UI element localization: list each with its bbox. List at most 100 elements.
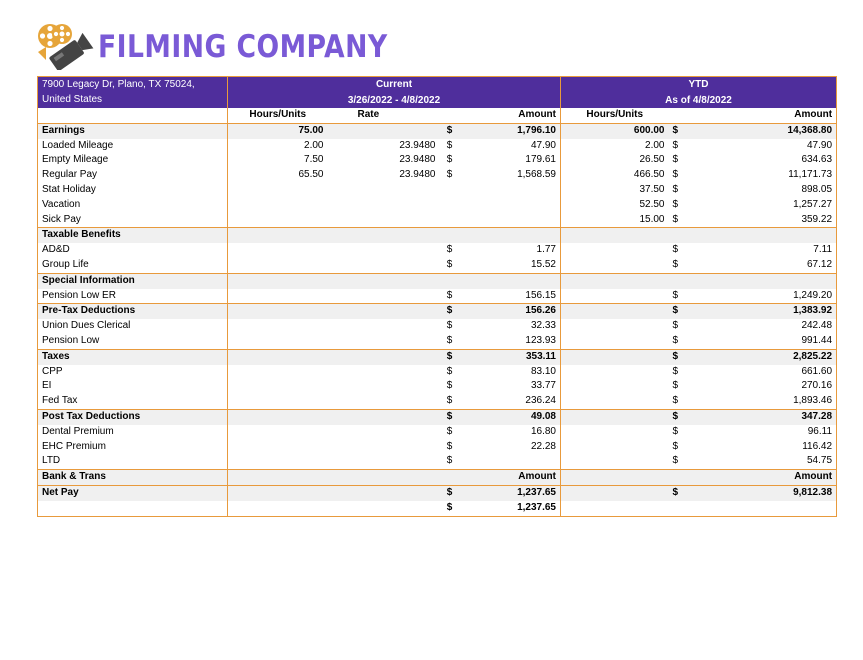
rate-cell — [327, 303, 440, 320]
ytd-amount-cell — [690, 272, 837, 289]
ytd-hours-cell: 2.00 — [560, 138, 669, 154]
ytd-amount-cell: 67.12 — [807, 258, 833, 270]
current-amount-cell: 47.90 — [530, 139, 556, 151]
ytd-amount-cell: 54.75 — [807, 455, 833, 467]
row-label: Pension Low — [42, 334, 100, 346]
ytd-hours-cell: 15.00 — [560, 212, 669, 228]
current-amount-cell: 353.11 — [459, 348, 561, 365]
hours-cell — [227, 394, 328, 410]
current-amount-cell: 236.24 — [525, 395, 556, 407]
current-period: 3/26/2022 - 4/8/2022 — [227, 92, 561, 108]
current-dollar-sign: $ — [439, 484, 460, 501]
current-dollar-sign — [439, 272, 460, 289]
current-dollar-sign: $ — [446, 334, 453, 346]
ytd-hours-cell: 466.50 — [560, 168, 669, 183]
ytd-dollar-sign: $ — [668, 122, 691, 139]
hours-cell: 7.50 — [227, 153, 328, 169]
ytd-dollar-sign: $ — [672, 425, 679, 437]
line-item-row: Loaded Mileage 2.00 23.9480 $47.90 2.00 $47.9… — [38, 138, 837, 154]
current-dollar-sign: $ — [439, 408, 460, 425]
row-label: EI — [42, 380, 52, 392]
current-dollar-sign: $ — [446, 169, 453, 181]
line-item-row: Regular Pay 65.50 23.9480 $1,568.59 466.50 $1… — [38, 168, 837, 183]
row-label: Regular Pay — [42, 169, 98, 181]
hours-cell — [227, 439, 328, 455]
hours-cell — [227, 500, 328, 517]
row-label: Stat Holiday — [42, 183, 96, 195]
address-line-1: 7900 Legacy Dr, Plano, TX 75024, — [42, 79, 195, 90]
company-logo: FILMING COMPANY — [34, 16, 435, 74]
ytd-amount-cell: 14,368.80 — [690, 122, 837, 139]
ytd-hours-cell — [560, 288, 669, 304]
ytd-hours-column-header: Hours/Units — [560, 108, 669, 124]
current-amount-cell: 123.93 — [525, 334, 556, 346]
hours-cell — [227, 272, 328, 289]
rate-cell — [328, 365, 440, 380]
ytd-hours-cell — [560, 272, 669, 289]
current-header: Current — [227, 76, 561, 93]
current-dollar-sign: $ — [446, 244, 453, 256]
rate-cell — [328, 334, 440, 349]
current-dollar-sign — [440, 198, 460, 213]
row-label: Pre-Tax Deductions — [37, 303, 228, 320]
ytd-dollar-sign: $ — [672, 455, 679, 467]
ytd-dollar-sign: $ — [672, 244, 679, 256]
current-dollar-sign — [440, 183, 460, 198]
current-dollar-sign: $ — [446, 425, 453, 437]
ytd-dollar-sign: $ — [672, 183, 679, 195]
rate-cell — [328, 454, 440, 469]
pay-statement-table: 7900 Legacy Dr, Plano, TX 75024, United … — [37, 76, 838, 517]
ytd-amount-cell: Amount — [690, 469, 837, 486]
section-row: Net Pay $1,237.65 $9,812.38 — [37, 484, 837, 501]
hours-cell — [227, 469, 328, 486]
current-dollar-sign: $ — [439, 303, 460, 320]
ytd-dollar-sign: $ — [672, 198, 679, 210]
ytd-hours-cell — [560, 394, 669, 410]
rate-cell — [328, 289, 440, 304]
hours-cell — [227, 364, 328, 380]
ytd-dollar-sign: $ — [672, 154, 679, 166]
rate-column-header: Rate — [357, 109, 380, 120]
row-label: EHC Premium — [42, 440, 106, 452]
total-row: $1,237.65 — [38, 500, 837, 517]
ytd-hours-cell — [560, 227, 669, 244]
current-amount-cell — [460, 454, 561, 469]
ytd-amount-cell: 661.60 — [801, 365, 833, 377]
current-dollar-sign: $ — [446, 365, 453, 377]
row-label: Taxes — [37, 348, 228, 365]
rate-cell — [328, 258, 440, 273]
row-label: Loaded Mileage — [42, 139, 114, 151]
rate-cell — [327, 227, 440, 244]
hours-cell: 2.00 — [227, 138, 328, 154]
current-dollar-sign — [440, 213, 460, 228]
hours-cell — [227, 288, 328, 304]
hours-cell — [227, 484, 328, 501]
row-label: Union Dues Clerical — [42, 320, 131, 332]
rate-cell — [328, 183, 440, 198]
line-item-row: Pension Low ER $156.15 $1,249.20 — [38, 288, 837, 304]
ytd-as-of: As of 4/8/2022 — [559, 92, 837, 108]
row-label: Bank & Trans — [37, 469, 228, 486]
ytd-dollar-sign: $ — [672, 395, 679, 407]
hours-cell — [227, 319, 328, 334]
row-label: Taxable Benefits — [37, 227, 228, 244]
row-label: Sick Pay — [42, 213, 81, 225]
ytd-hours-cell: 26.50 — [560, 153, 669, 169]
rate-cell — [328, 379, 440, 394]
ytd-amount-cell: 991.44 — [801, 334, 833, 346]
current-amount-cell — [459, 227, 561, 244]
line-item-row: Sick Pay 15.00 $359.22 — [38, 212, 837, 228]
rate-cell — [327, 272, 440, 289]
ytd-amount-cell: 2,825.22 — [690, 348, 837, 365]
ytd-amount-cell: 1,383.92 — [690, 303, 837, 320]
current-dollar-sign — [439, 227, 460, 244]
current-dollar-sign: $ — [446, 380, 453, 392]
current-amount-cell — [460, 183, 561, 198]
rate-cell — [327, 408, 440, 425]
ytd-amount-cell: 1,249.20 — [793, 289, 833, 301]
hours-cell — [227, 197, 328, 213]
rate-cell — [327, 122, 440, 139]
ytd-dollar-sign — [668, 272, 691, 289]
line-item-row: Vacation 52.50 $1,257.27 — [38, 197, 837, 213]
current-amount-cell — [459, 272, 561, 289]
